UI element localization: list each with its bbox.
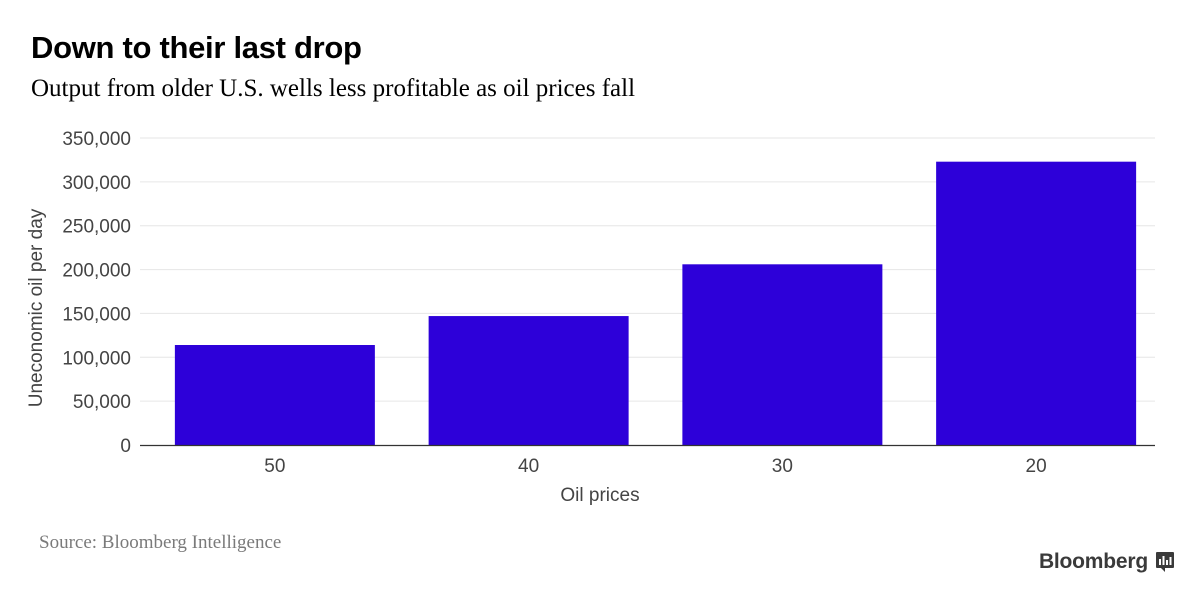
y-tick-label: 100,000 xyxy=(62,348,131,369)
y-tick-label: 200,000 xyxy=(62,261,131,282)
y-tick-label: 0 xyxy=(120,436,131,457)
bars xyxy=(174,161,1137,445)
source-note: Source: Bloomberg Intelligence xyxy=(39,532,282,553)
y-tick-label: 300,000 xyxy=(62,173,131,194)
bloomberg-chart-icon xyxy=(1156,552,1174,572)
bar xyxy=(174,345,375,445)
chart-subtitle: Output from older U.S. wells less profit… xyxy=(31,75,636,102)
y-tick-label: 250,000 xyxy=(62,217,131,238)
y-axis-label: Uneconomic oil per day xyxy=(26,208,47,407)
x-tick-label: 50 xyxy=(264,456,285,477)
y-tick-label: 150,000 xyxy=(62,304,131,325)
x-tick-label: 40 xyxy=(518,456,539,477)
x-tick-label: 20 xyxy=(1026,456,1047,477)
bar xyxy=(428,316,629,445)
y-tick-label: 350,000 xyxy=(62,129,131,150)
x-tick-labels: 50 40 30 20 xyxy=(264,456,1046,477)
chart-title: Down to their last drop xyxy=(31,30,362,65)
y-tick-label: 50,000 xyxy=(73,392,131,413)
x-tick-label: 30 xyxy=(772,456,793,477)
y-tick-labels: 0 50,000 100,000 150,000 200,000 250,000 300,0… xyxy=(62,129,131,457)
x-axis-label: Oil prices xyxy=(560,485,639,506)
brand-name: Bloomberg xyxy=(1038,550,1148,573)
brand-logo: Bloomberg xyxy=(1039,550,1174,574)
bar xyxy=(682,264,883,445)
bar xyxy=(936,161,1137,445)
